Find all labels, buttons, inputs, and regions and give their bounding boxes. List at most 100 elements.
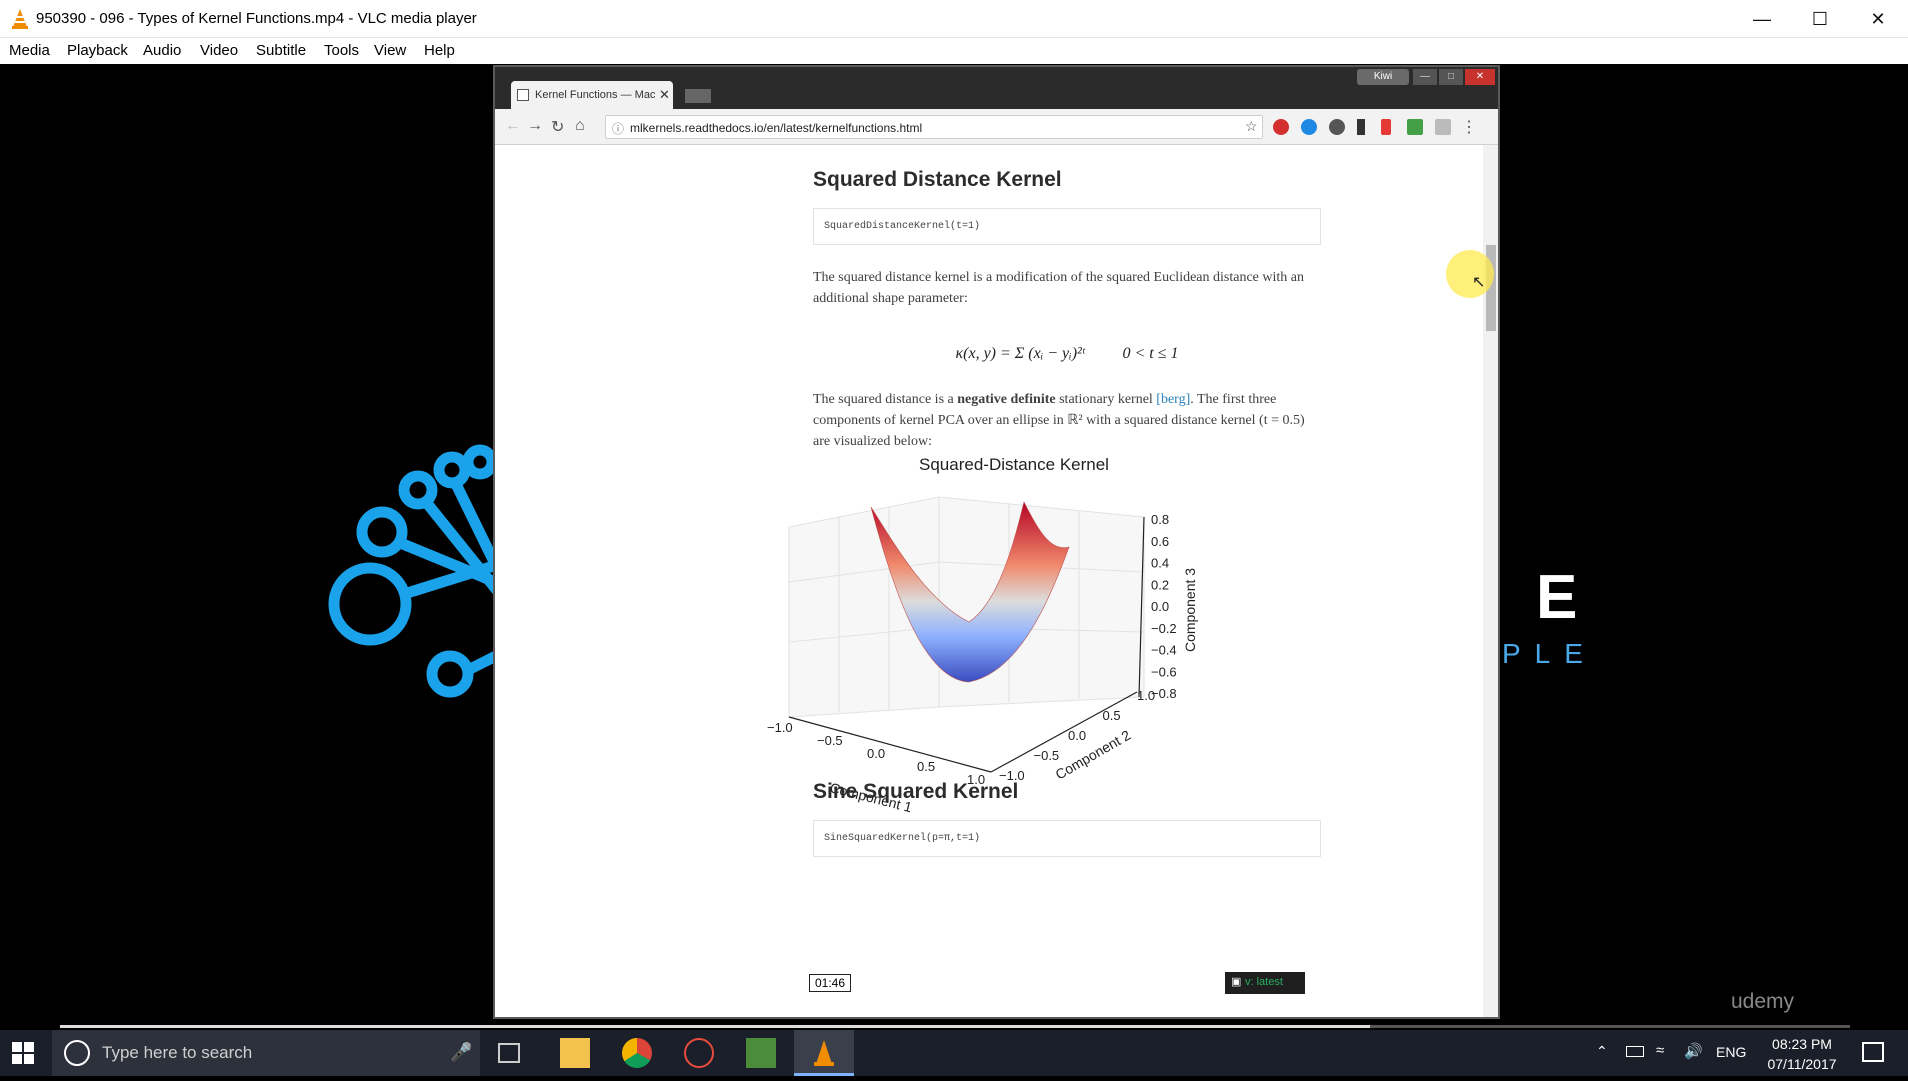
minimize-button[interactable]: — (1753, 8, 1771, 29)
y-tick-label: 1.0 (1137, 688, 1155, 703)
z-axis-label: Component 3 (1182, 568, 1198, 652)
language-indicator[interactable]: ENG (1716, 1044, 1747, 1060)
para-text: stationary kernel (1055, 392, 1157, 407)
wifi-icon[interactable]: ≈ (1656, 1042, 1665, 1059)
kiwi-badge: Kiwi (1357, 69, 1409, 85)
code-block: SineSquaredKernel(p=π,t=1) (813, 820, 1321, 857)
scrollbar-thumb[interactable] (1486, 245, 1496, 331)
y-axis-label: Component 2 (1053, 727, 1134, 783)
clock-time: 08:23 PM (1772, 1036, 1832, 1052)
tray-chevron-icon[interactable]: ⌃ (1596, 1043, 1608, 1059)
extension-icon[interactable] (1301, 119, 1317, 135)
page-icon (517, 89, 529, 101)
windows-taskbar: Type here to search 🎤 ⌃ ≈ 🔊 ENG 08:23 PM… (0, 1030, 1908, 1076)
z-tick-label: −0.2 (1151, 621, 1177, 636)
vlc-cone-icon (12, 9, 28, 29)
x-ticks: −1.0 −0.5 0.0 0.5 1.0 (767, 720, 985, 787)
x-tick-label: −1.0 (767, 720, 793, 735)
app-icon[interactable] (746, 1038, 776, 1068)
maximize-button[interactable]: ☐ (1811, 8, 1829, 29)
x-tick-label: 1.0 (967, 772, 985, 787)
logo-text: PLE (1502, 638, 1597, 669)
forward-icon[interactable]: → (527, 117, 543, 134)
chrome-icon[interactable] (622, 1038, 652, 1068)
browser-close-button[interactable]: ✕ (1465, 69, 1495, 85)
address-bar[interactable]: ⓘ mlkernels.readthedocs.io/en/latest/ker… (605, 115, 1263, 139)
heading-sine-squared: Sine Squared Kernel (813, 780, 1019, 803)
version-badge[interactable]: ▣ v: latest (1225, 972, 1305, 994)
y-tick-label: −0.5 (1034, 748, 1060, 763)
taskbar-search-box[interactable]: Type here to search 🎤 (52, 1030, 480, 1076)
seek-time-tooltip: 01:46 (809, 974, 851, 992)
extension-icon[interactable] (1407, 119, 1423, 135)
seek-bar[interactable] (0, 1022, 1908, 1030)
menu-view[interactable]: View (374, 42, 407, 59)
y-tick-label: 0.5 (1103, 708, 1121, 723)
tab-kernel-functions[interactable]: Kernel Functions — Mac ✕ (511, 81, 673, 109)
volume-icon[interactable]: 🔊 (1684, 1043, 1703, 1060)
menu-kebab-icon[interactable]: ⋮ (1461, 119, 1477, 136)
plot-grid (788, 496, 1145, 718)
menu-tools[interactable]: Tools (324, 42, 360, 59)
menu-video[interactable]: Video (200, 42, 239, 59)
x-tick-label: −0.5 (817, 733, 843, 748)
y-tick-label: −1.0 (999, 768, 1025, 783)
pen-icon[interactable] (1381, 119, 1391, 135)
chart-title: Squared-Distance Kernel (919, 455, 1109, 474)
z-tick-label: −0.8 (1151, 686, 1177, 701)
menu-media[interactable]: Media (9, 42, 50, 59)
y-tick-label: 0.0 (1068, 728, 1086, 743)
menu-help[interactable]: Help (424, 42, 455, 59)
close-button[interactable]: ✕ (1870, 8, 1886, 29)
file-explorer-icon[interactable] (560, 1038, 590, 1068)
logo-letter: E (1536, 563, 1578, 632)
extension-icon[interactable] (1435, 119, 1451, 135)
new-tab-button[interactable] (685, 89, 711, 103)
browser-maximize-button[interactable]: □ (1439, 69, 1463, 85)
home-icon[interactable]: ⌂ (575, 117, 585, 134)
bookmark-star-icon[interactable]: ☆ (1245, 118, 1258, 134)
formula-constraint: 0 < t ≤ 1 (1122, 345, 1179, 362)
formula-lhs: κ(x, y) = Σ (xᵢ − yᵢ)²ᵗ (955, 345, 1085, 362)
task-view-icon[interactable] (498, 1043, 520, 1063)
clock-date: 07/11/2017 (1767, 1056, 1837, 1072)
x-tick-label: 0.0 (867, 746, 885, 761)
para-text: The squared distance is a (813, 392, 958, 407)
extension-icon[interactable] (1329, 119, 1345, 135)
tab-close-icon[interactable]: ✕ (659, 87, 670, 102)
reload-icon[interactable]: ↻ (551, 119, 565, 136)
heading-squared-distance: Squared Distance Kernel (813, 168, 1062, 191)
z-tick-label: 0.0 (1151, 599, 1169, 614)
mouse-cursor-icon: ↖ (1472, 274, 1486, 291)
back-icon[interactable]: ← (505, 117, 521, 134)
version-label: v: latest (1245, 976, 1283, 988)
menu-playback[interactable]: Playback (67, 42, 128, 59)
menu-subtitle[interactable]: Subtitle (256, 42, 307, 59)
app-gear-icon[interactable] (684, 1038, 714, 1068)
vlc-taskbar-icon[interactable] (794, 1030, 854, 1076)
code-block: SquaredDistanceKernel(t=1) (813, 208, 1321, 245)
browser-window: Kernel Functions — Mac ✕ Kiwi — □ ✕ ← → … (493, 65, 1500, 1019)
scrollbar[interactable] (1483, 145, 1498, 1017)
surface-plot: −1.0−0.50.00.51.0 −1.0−0.50.00.51.0 0.80… (767, 496, 1198, 815)
browser-minimize-button[interactable]: — (1413, 69, 1437, 85)
url-text: mlkernels.readthedocs.io/en/latest/kerne… (630, 121, 923, 135)
menu-audio[interactable]: Audio (143, 42, 182, 59)
menu-bar: Media Playback Audio Video Subtitle Tool… (0, 38, 1908, 64)
browser-toolbar: ← → ↻ ⌂ ⓘ mlkernels.readthedocs.io/en/la… (495, 109, 1498, 145)
z-tick-label: 0.2 (1151, 577, 1169, 592)
search-placeholder: Type here to search (102, 1043, 253, 1062)
para-text: . The first three components of kernel P… (813, 392, 1305, 449)
taskbar-clock[interactable]: 08:23 PM 07/11/2017 (1760, 1034, 1844, 1074)
flash-icon[interactable] (1357, 119, 1365, 135)
notifications-icon[interactable] (1862, 1042, 1884, 1062)
battery-icon[interactable] (1626, 1046, 1644, 1057)
adblock-icon[interactable] (1273, 119, 1289, 135)
book-icon: ▣ (1231, 976, 1242, 988)
microphone-icon[interactable]: 🎤 (450, 1042, 473, 1062)
info-icon: ⓘ (612, 122, 625, 136)
window-title: 950390 - 096 - Types of Kernel Functions… (36, 10, 477, 27)
kernel-formula: κ(x, y) = Σ (xᵢ − yᵢ)²ᵗ 0 < t ≤ 1 (813, 345, 1321, 363)
citation-link[interactable]: [berg] (1156, 392, 1191, 407)
windows-start-icon[interactable] (12, 1042, 34, 1064)
